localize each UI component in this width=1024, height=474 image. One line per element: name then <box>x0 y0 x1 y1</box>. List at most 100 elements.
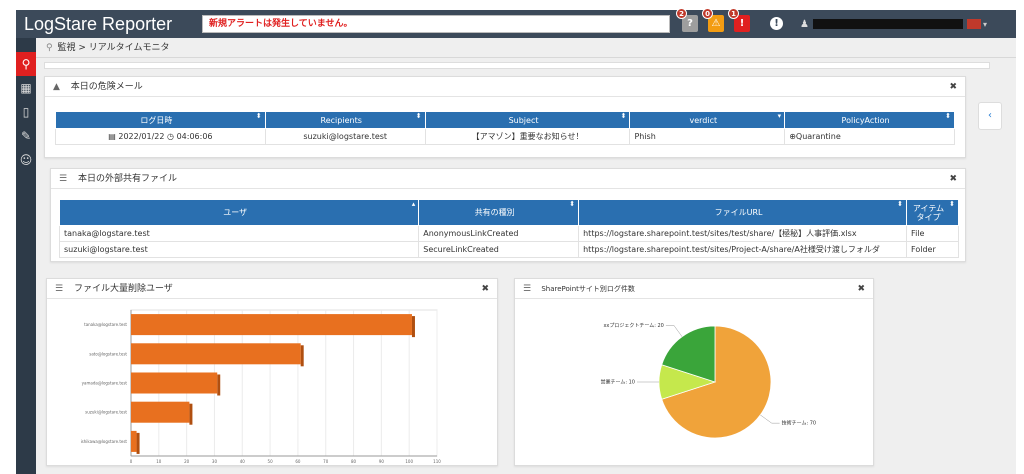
x-tick-label: 110 <box>433 459 441 464</box>
bar-shadow <box>411 316 415 338</box>
app-title[interactable]: LogStare Reporter <box>24 14 173 34</box>
sort-icon[interactable]: ⬍ <box>949 200 955 208</box>
danger-mail-panel-header: ▲ 本日の危険メール ✖ <box>45 77 965 97</box>
column-label: アイテムタイプ <box>912 203 945 222</box>
y-tick-label: ishikawa@logstare.test <box>81 439 128 444</box>
search-icon[interactable]: ⚲ <box>16 52 36 76</box>
site-log-pie-chart: 技術チーム: 70 営業チーム: 10 xxプロジェクトチーム: 20 <box>601 323 817 439</box>
top-bar: LogStare Reporter 新規アラートは発生していません。 2? 0 ⚠… <box>16 8 1016 38</box>
warning-symbol: ⚠ <box>711 18 721 29</box>
column-file-url[interactable]: ファイルURL ⬍ <box>578 199 908 226</box>
column-label: verdict <box>689 115 718 125</box>
external-share-panel-header: ☰ 本日の外部共有ファイル ✖ <box>51 169 965 189</box>
column-policy-action[interactable]: PolicyAction ⬍ <box>784 111 955 129</box>
breadcrumb: ⚲ 監視 > リアルタイムモニタ <box>36 38 1016 58</box>
pie-slice-label: 技術チーム: 70 <box>782 420 817 427</box>
sort-icon[interactable]: ⬍ <box>897 200 904 208</box>
users-icon[interactable]: ☺ <box>19 153 33 167</box>
log-time: 04:06:06 <box>176 132 213 141</box>
wrench-icon[interactable]: ✎ <box>20 129 32 143</box>
table-row[interactable]: suzuki@logstare.test SecureLinkCreated h… <box>58 241 959 258</box>
bar-shadow <box>300 345 304 367</box>
x-tick-label: 30 <box>212 459 218 464</box>
list-icon: ☰ <box>55 284 64 294</box>
help-symbol: ? <box>687 18 693 29</box>
error-symbol: ! <box>739 18 745 29</box>
column-label: ファイルURL <box>714 208 763 217</box>
policy-action-cell: ⊕Quarantine <box>784 128 955 145</box>
column-verdict[interactable]: verdict ▾ <box>629 111 786 129</box>
collapse-panel-button[interactable]: ‹ <box>978 102 1002 130</box>
table-row[interactable]: tanaka@logstare.test AnonymousLinkCreate… <box>58 225 959 242</box>
x-tick-label: 0 <box>130 459 133 464</box>
file-url-cell[interactable]: https://logstare.sharepoint.test/sites/t… <box>578 225 908 242</box>
info-icon[interactable]: ! <box>770 17 783 30</box>
close-icon[interactable]: ✖ <box>949 174 957 184</box>
table-row[interactable]: ▤ 2022/01/22 ◷ 04:06:06 suzuki@logstare.… <box>55 128 955 145</box>
bulk-delete-title: ファイル大量削除ユーザ <box>73 284 173 294</box>
external-share-table: ユーザ ▴ 共有の種別 ⬍ ファイルURL ⬍ アイテムタイプ ⬍ tanaka@log… <box>58 199 959 258</box>
breadcrumb-text: 監視 > リアルタイムモニタ <box>57 43 170 53</box>
pie-slice-label: 営業チーム: 10 <box>601 379 636 386</box>
bar-shadow <box>189 403 193 425</box>
verdict-cell: Phish <box>629 128 786 145</box>
close-icon[interactable]: ✖ <box>949 82 957 92</box>
bar <box>131 343 301 365</box>
calendar-icon: ▤ <box>108 132 119 141</box>
warning-count-badge: 0 <box>702 8 713 19</box>
sort-icon[interactable]: ⬍ <box>255 112 262 120</box>
column-label: Recipients <box>320 115 362 125</box>
external-share-panel: ☰ 本日の外部共有ファイル ✖ ユーザ ▴ 共有の種別 ⬍ ファイルURL ⬍ アイテ… <box>50 168 966 262</box>
close-icon[interactable]: ✖ <box>481 284 489 294</box>
share-type-cell: AnonymousLinkCreated <box>418 225 580 242</box>
danger-mail-table: ログ日時 ⬍ Recipients ⬍ Subject ⬍ verdict ▾ Poli… <box>55 111 955 145</box>
bar <box>131 372 218 394</box>
sort-icon[interactable]: ▾ <box>777 112 782 120</box>
log-date: 2022/01/22 <box>118 132 165 141</box>
x-tick-label: 50 <box>268 459 274 464</box>
bulk-delete-bar-chart: 0 10 20 30 40 50 60 70 80 90 100 110 tanaka@logstare… <box>81 309 441 464</box>
magnifier-icon: ⚲ <box>46 43 53 53</box>
quarantine-icon: ⊕ <box>789 132 796 141</box>
column-recipients[interactable]: Recipients ⬍ <box>264 111 426 129</box>
y-tick-label: yamada@logstare.test <box>82 381 128 386</box>
column-log-datetime[interactable]: ログ日時 ⬍ <box>55 111 266 129</box>
book-icon[interactable]: ▯ <box>22 105 30 119</box>
user-badge-redacted <box>966 19 981 29</box>
list-icon: ☰ <box>523 284 532 294</box>
sort-icon[interactable]: ⬍ <box>569 200 576 208</box>
file-url-cell[interactable]: https://logstare.sharepoint.test/sites/P… <box>578 241 908 258</box>
y-tick-label: sato@logstare.test <box>89 351 127 356</box>
user-cell: suzuki@logstare.test <box>58 241 420 258</box>
column-label: 共有の種別 <box>474 208 515 217</box>
sort-icon[interactable]: ▴ <box>411 200 416 208</box>
column-subject[interactable]: Subject ⬍ <box>424 111 631 129</box>
user-name-redacted <box>812 19 963 29</box>
bar <box>131 430 137 452</box>
user-cell: tanaka@logstare.test <box>58 225 420 242</box>
x-tick-label: 90 <box>379 459 385 464</box>
close-icon[interactable]: ✖ <box>857 284 865 294</box>
share-type-cell: SecureLinkCreated <box>418 241 580 258</box>
sort-icon[interactable]: ⬍ <box>945 112 951 120</box>
bar <box>131 314 412 336</box>
user-menu[interactable]: ♟ ▾ <box>800 18 987 30</box>
policy-action-value: Quarantine <box>795 132 841 141</box>
column-item-type[interactable]: アイテムタイプ ⬍ <box>906 199 959 226</box>
column-share-type[interactable]: 共有の種別 ⬍ <box>418 199 580 226</box>
y-tick-label: tanaka@logstare.test <box>84 322 127 327</box>
error-icon[interactable]: 1! <box>728 8 750 32</box>
column-user[interactable]: ユーザ ▴ <box>58 199 420 226</box>
warning-icon[interactable]: 0 ⚠ <box>702 8 724 32</box>
recipient-cell: suzuki@logstare.test <box>264 128 426 145</box>
sort-icon[interactable]: ⬍ <box>620 112 627 120</box>
bar-shadow <box>217 374 221 396</box>
item-type-cell: Folder <box>906 241 959 258</box>
filter-bar[interactable] <box>44 62 990 69</box>
column-label: ユーザ <box>223 208 248 217</box>
pie-leader-line <box>760 414 780 424</box>
chart-icon[interactable]: ▦ <box>20 81 32 95</box>
sort-icon[interactable]: ⬍ <box>415 112 422 120</box>
main-content: ⚲ 監視 > リアルタイムモニタ ‹ ▲ 本日の危険メール ✖ ログ日時 ⬍ Re… <box>36 38 1016 474</box>
help-icon[interactable]: 2? <box>676 8 698 32</box>
